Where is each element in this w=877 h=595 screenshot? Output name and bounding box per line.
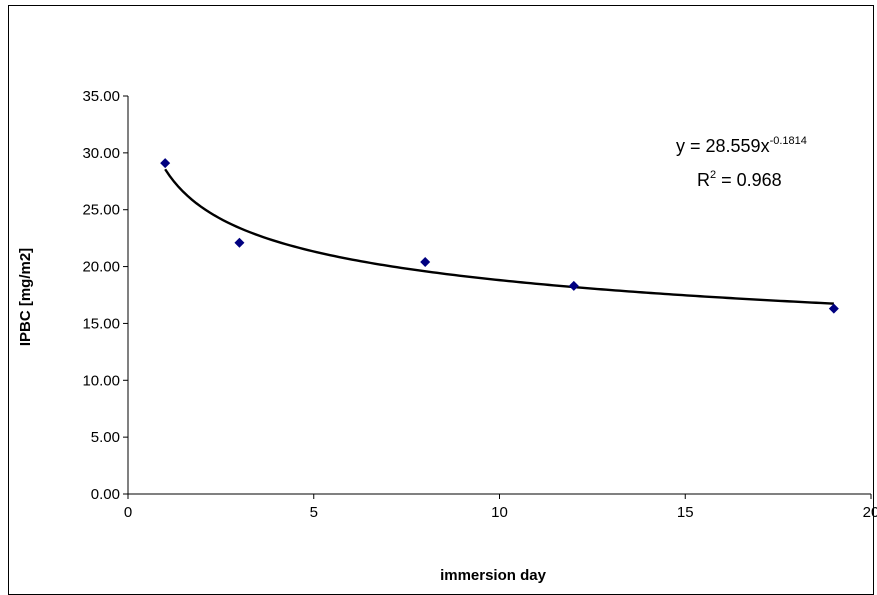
tick-layer: 0.00 5.00 10.00 15.00 20.00 25.00 30.00 35.00 0 5… <box>82 88 877 521</box>
x-tick-label: 10 <box>491 504 508 521</box>
x-tick-label: 15 <box>677 504 694 521</box>
data-point <box>420 257 431 268</box>
data-point <box>828 303 839 314</box>
x-tick-label: 5 <box>310 504 318 521</box>
x-tick-label: 0 <box>124 504 132 521</box>
y-tick-label: 5.00 <box>91 429 120 446</box>
data-point <box>568 280 579 291</box>
x-tick-label: 20 <box>863 504 877 521</box>
x-axis-title: immersion day <box>440 567 547 584</box>
data-points <box>160 158 839 314</box>
y-tick-label: 20.00 <box>82 259 120 276</box>
trend-equation: y = 28.559x-0.1814 <box>676 135 807 156</box>
y-tick-label: 15.00 <box>82 315 120 332</box>
y-tick-label: 35.00 <box>82 88 120 105</box>
data-point <box>234 237 245 248</box>
y-tick-label: 10.00 <box>82 372 120 389</box>
y-tick-label: 25.00 <box>82 202 120 219</box>
y-tick-label: 30.00 <box>82 145 120 162</box>
r-squared: R2 = 0.968 <box>697 169 782 190</box>
data-point <box>160 158 171 169</box>
trendline <box>164 168 834 305</box>
chart-frame <box>8 5 874 595</box>
y-tick-label: 0.00 <box>91 486 120 503</box>
y-axis-title: IPBC [mg/m2] <box>17 248 34 346</box>
